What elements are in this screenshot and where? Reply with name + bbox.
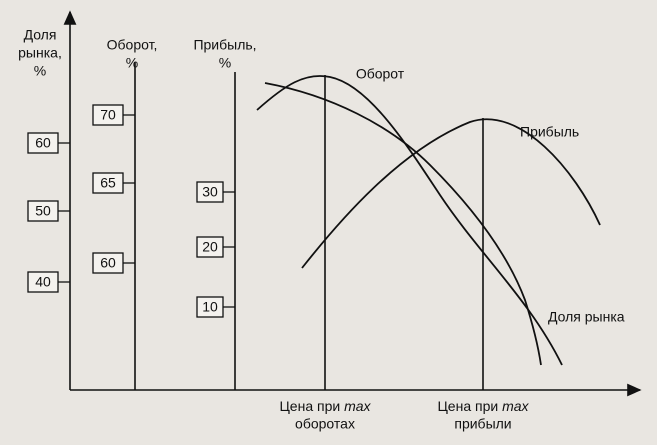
curve-share	[264, 82, 542, 366]
tick-box	[196, 236, 224, 258]
curve-label: Доля рынка	[548, 309, 625, 325]
axis-label: рынка,	[18, 45, 62, 61]
marker-prefix: Цена при	[279, 398, 344, 414]
tick-box	[27, 132, 59, 154]
curve-label: Прибыль	[520, 124, 579, 140]
tick-label: 60	[100, 255, 116, 271]
axis-label: Оборот,	[107, 37, 158, 53]
tick-label: 10	[202, 299, 218, 315]
tick-box	[92, 172, 124, 194]
tick-box	[196, 181, 224, 203]
axis-label: Прибыль,	[193, 37, 256, 53]
tick-label: 65	[100, 175, 116, 191]
tick-label: 30	[202, 184, 218, 200]
labels: Доля рынка,% 60 50 40 Оборот,% 70 65 60 Прибыль,%…	[18, 27, 625, 432]
axis-label: %	[126, 55, 138, 71]
tick-box	[27, 200, 59, 222]
marker-label: Цена при max	[279, 398, 371, 414]
curve-label: Оборот	[356, 66, 405, 82]
curve-profit	[301, 118, 601, 269]
tick-label: 50	[35, 203, 51, 219]
marker-label: прибыли	[454, 416, 511, 432]
tick-label: 70	[100, 107, 116, 123]
marker-label: оборотах	[295, 416, 355, 432]
axis-label: Доля	[24, 27, 57, 43]
tick-label: 40	[35, 274, 51, 290]
marker-emphasis: max	[502, 398, 529, 414]
curve-turnover	[256, 75, 563, 366]
axis-label: %	[219, 55, 231, 71]
tick-label: 20	[202, 239, 218, 255]
tick-label: 60	[35, 135, 51, 151]
tick-box	[92, 252, 124, 274]
tick-box	[196, 296, 224, 318]
axis-label: %	[34, 63, 46, 79]
marker-label: Цена при max	[437, 398, 529, 414]
marker-emphasis: max	[344, 398, 371, 414]
tick-box	[92, 104, 124, 126]
tick-box	[27, 271, 59, 293]
marker-prefix: Цена при	[437, 398, 502, 414]
